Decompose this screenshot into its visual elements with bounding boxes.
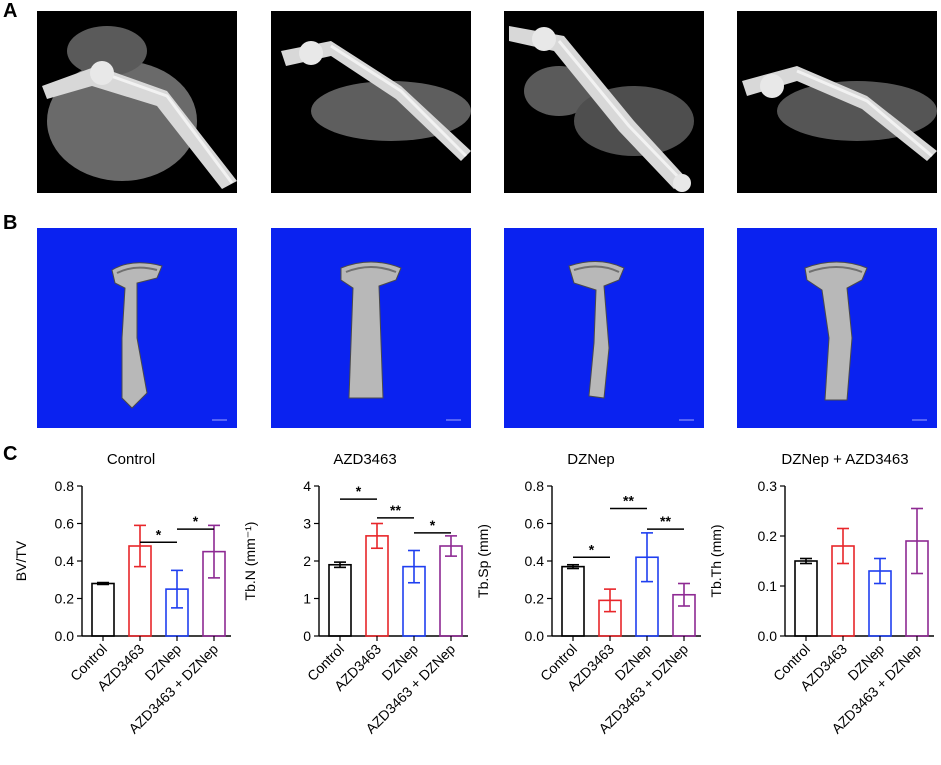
microct-radiograph-image [281,41,471,161]
bar-chart-tb-th: 0.00.10.20.3Tb.Th (mm)ControlAZD3463DZNe… [708,478,934,737]
chart-title-dznep-azd3463: DZNep + AZD3463 [781,451,909,468]
y-tick-label: 0 [303,628,311,644]
y-axis-label: Tb.Sp (mm) [475,524,491,598]
y-tick-label: 0.2 [758,528,778,544]
bone-3d-reconstruction-image [111,262,227,421]
recon-image-azd3463 [271,228,471,428]
y-axis-label: Tb.N (mm⁻¹) [242,522,258,601]
panel-label-a: A [3,0,18,22]
bar [561,565,585,637]
y-tick-label: 0.2 [55,591,75,607]
panel-label-c: C [3,443,18,465]
chart-title-azd3463: AZD3463 [333,451,397,468]
significance-label: * [193,513,199,529]
bar [328,563,352,637]
panel-label-b: B [3,212,18,234]
y-tick-label: 3 [303,516,311,532]
y-tick-label: 0.0 [525,628,545,644]
bar [794,560,818,637]
y-tick-label: 2 [303,553,311,569]
significance-label: ** [390,502,401,518]
y-tick-label: 0.2 [525,591,545,607]
bar-chart-bv-tv: 0.00.20.40.60.8BV/TVControlAZD3463DZNepA… [13,478,231,737]
bone-3d-reconstruction-image [568,261,694,421]
y-tick-label: 0.8 [55,478,75,494]
y-tick-label: 0.3 [758,478,778,494]
y-tick-label: 0.6 [525,516,545,532]
y-tick-label: 0.0 [55,628,75,644]
bone-3d-reconstruction-image [340,261,461,421]
y-tick-label: 0.1 [758,578,778,594]
y-tick-label: 0.8 [525,478,545,494]
recon-image-control [37,228,237,428]
bar [365,535,389,637]
y-tick-label: 4 [303,478,311,494]
bar-chart-tb-sp: 0.00.20.40.60.8Tb.Sp (mm)ControlAZD3463D… [475,478,701,737]
y-tick-label: 0.6 [55,516,75,532]
significance-label: * [589,541,595,557]
recon-image-dznep [504,228,704,428]
bar [439,545,463,637]
microct-radiograph-image [509,26,694,192]
y-tick-label: 1 [303,591,311,607]
y-tick-label: 0.4 [525,553,545,569]
chart-title-control: Control [106,451,156,468]
microct-radiograph-image [42,26,237,189]
bone-3d-reconstruction-image [804,261,927,421]
recon-image-dznep-azd3463 [737,228,937,428]
microct-image-dznep [504,11,704,193]
bar [91,582,115,637]
y-axis-label: Tb.Th (mm) [708,524,724,597]
microct-image-azd3463 [271,11,471,193]
y-tick-label: 0.4 [55,553,75,569]
significance-label: * [156,526,162,542]
microct-image-dznep-azd3463 [737,11,937,193]
significance-label: ** [623,493,634,509]
chart-title-dznep: DZNep [567,451,615,468]
microct-image-control [37,11,237,193]
y-axis-label: BV/TV [13,540,29,581]
microct-radiograph-image [742,66,937,161]
significance-label: * [356,483,362,499]
significance-label: * [430,517,436,533]
significance-label: ** [660,513,671,529]
y-tick-label: 0.0 [758,628,778,644]
